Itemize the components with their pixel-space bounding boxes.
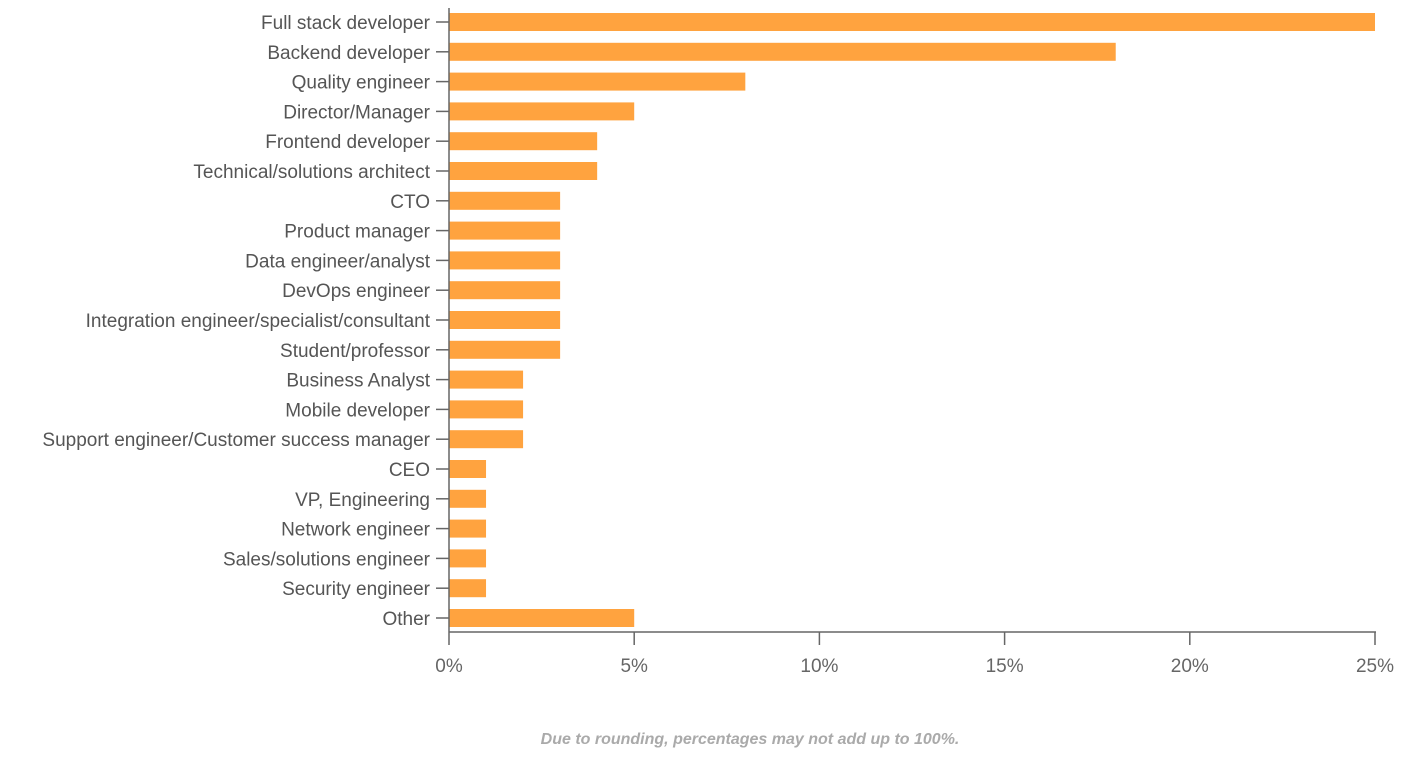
bar (449, 72, 746, 91)
x-tick-label: 25% (1356, 656, 1394, 677)
bar (449, 519, 487, 538)
x-tick-label: 5% (620, 656, 648, 677)
category-label: Sales/solutions engineer (223, 549, 431, 570)
bar (449, 281, 561, 300)
x-tick-label: 15% (986, 656, 1024, 677)
bar (449, 162, 598, 180)
category-label: Quality engineer (292, 73, 431, 94)
category-label: Other (382, 609, 430, 630)
category-label: Business Analyst (286, 371, 430, 392)
category-label: Backend developer (267, 43, 430, 64)
bar (449, 579, 487, 598)
bar (449, 13, 1375, 31)
category-label: Director/Manager (283, 102, 430, 123)
category-label: Integration engineer/specialist/consulta… (86, 311, 431, 332)
bar (449, 460, 487, 478)
bar (449, 430, 524, 449)
category-label: Support engineer/Customer success manage… (42, 430, 430, 451)
bar (449, 609, 635, 627)
bar (449, 370, 524, 389)
category-label: Mobile developer (285, 400, 430, 421)
bar (449, 549, 487, 568)
bar (449, 251, 561, 270)
category-label: Student/professor (280, 341, 431, 362)
footnote: Due to rounding, percentages may not add… (540, 731, 960, 748)
bar (449, 340, 561, 359)
category-label: Data engineer/analyst (245, 251, 431, 272)
bar (449, 191, 561, 210)
category-label: VP, Engineering (295, 490, 430, 511)
category-label: CTO (390, 192, 430, 213)
category-label: Security engineer (282, 579, 431, 600)
x-tick-label: 10% (800, 656, 838, 677)
category-label: Technical/solutions architect (193, 162, 430, 183)
x-tick-label: 0% (435, 656, 463, 677)
category-label: Product manager (284, 222, 430, 243)
bar (449, 42, 1116, 61)
category-label: CEO (389, 460, 430, 481)
bar (449, 221, 561, 240)
category-label: DevOps engineer (282, 281, 431, 302)
bar-chart: Full stack developer Backend developer Qua… (42, 8, 1394, 677)
category-label: Frontend developer (265, 132, 430, 153)
x-tick-label: 20% (1171, 656, 1209, 677)
bar (449, 400, 524, 419)
bar (449, 102, 635, 121)
bar (449, 311, 561, 329)
category-label: Full stack developer (261, 13, 431, 34)
category-label: Network engineer (281, 520, 431, 541)
bar (449, 489, 487, 508)
bar (449, 132, 598, 151)
